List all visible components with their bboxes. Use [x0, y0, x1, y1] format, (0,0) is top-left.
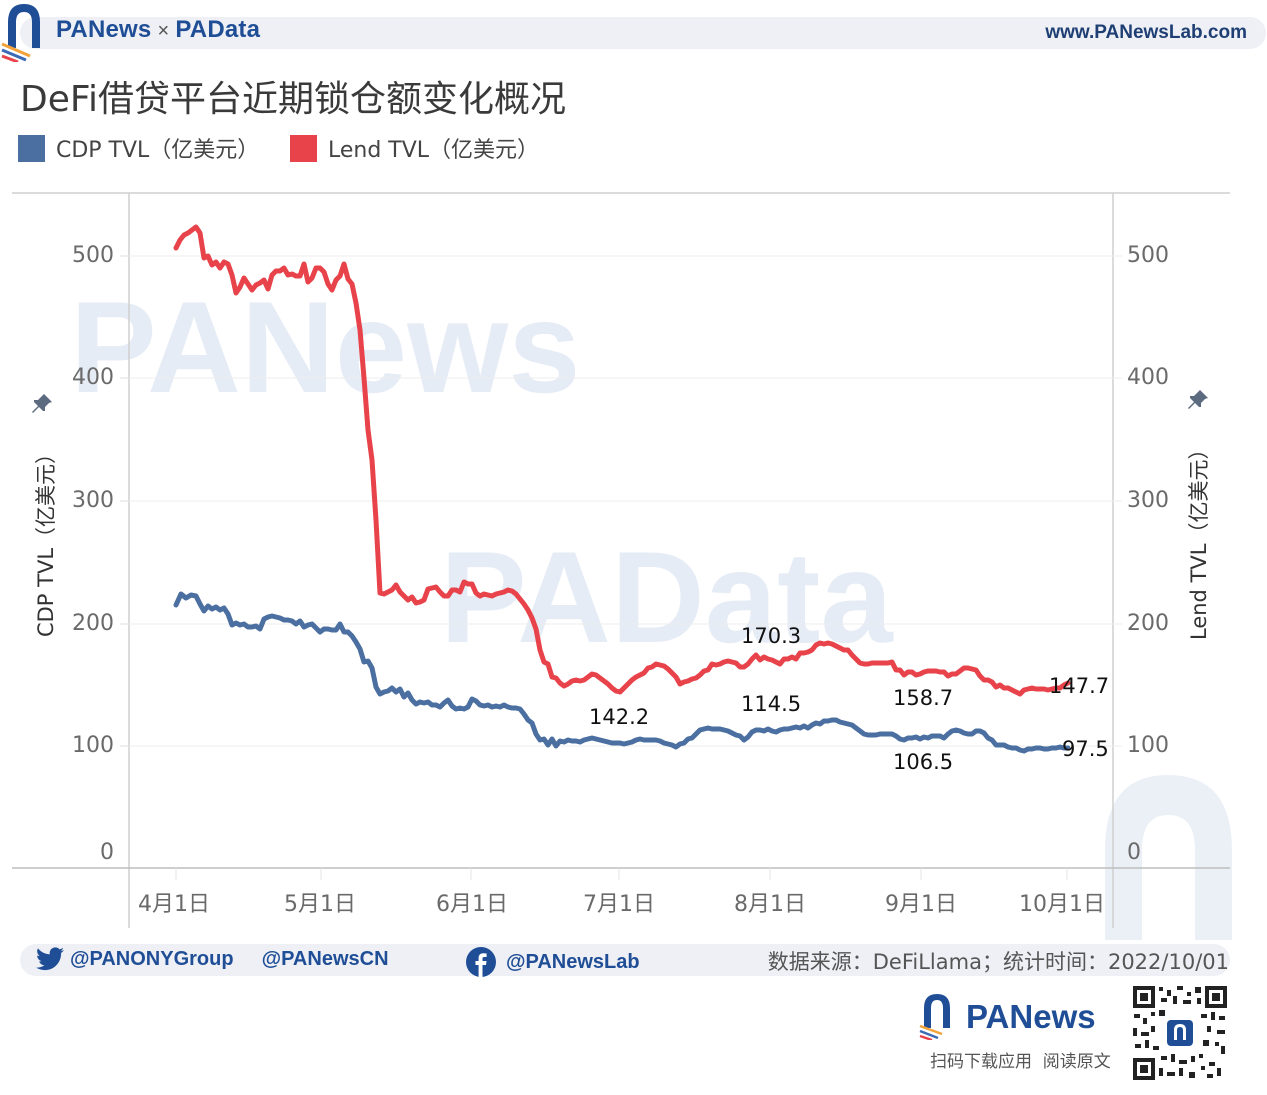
facebook-handle: @PANewsLab: [466, 947, 640, 977]
data-label-lend-sep: 158.7: [893, 686, 954, 710]
left-tick-400: 400: [72, 365, 114, 390]
left-tick-200: 200: [72, 611, 114, 636]
right-axis-title: Lend TVL（亿美元）: [1187, 438, 1211, 640]
legend-swatch-cdp: [18, 134, 45, 162]
svg-text:PAData: PAData: [440, 524, 894, 670]
right-tick-200: 200: [1127, 611, 1169, 636]
series-cdp-line: [173, 591, 1071, 754]
x-tick-oct: 10月1日: [1019, 892, 1105, 917]
twitter-handles: @PANONYGroup @PANewsCN: [36, 947, 389, 971]
twitter-handle-panony[interactable]: @PANONYGroup: [70, 947, 234, 970]
x-tick-jun: 6月1日: [436, 892, 508, 917]
x-tick-may: 5月1日: [284, 892, 356, 917]
header-bar: [20, 17, 1266, 49]
twitter-handle-panewscn[interactable]: @PANewsCN: [261, 947, 389, 970]
data-label-lend-aug: 170.3: [741, 624, 802, 648]
panews-app-logo-icon: [919, 994, 950, 1040]
right-tick-300: 300: [1127, 488, 1169, 513]
watermark-logo: [1105, 775, 1232, 940]
legend-swatch-lend: [290, 134, 317, 162]
brand-title: PANews × PAData: [56, 16, 260, 44]
twitter-icon: [36, 947, 64, 971]
legend-item-lend[interactable]: Lend TVL（亿美元）: [290, 132, 539, 164]
left-axis-title: CDP TVL（亿美元）: [34, 442, 58, 638]
right-tick-0: 0: [1127, 840, 1141, 865]
left-axis-ticks: [120, 255, 129, 747]
facebook-handle-text[interactable]: @PANewsLab: [506, 950, 640, 973]
left-tick-0: 0: [100, 840, 114, 865]
website-link[interactable]: www.PANewsLab.com: [1045, 22, 1247, 43]
left-tick-500: 500: [72, 243, 114, 268]
right-tick-400: 400: [1127, 365, 1169, 390]
watermark-panews: PANews: [70, 274, 581, 420]
legend-label-lend: Lend TVL（亿美元）: [328, 138, 540, 163]
left-tick-300: 300: [72, 488, 114, 513]
legend-item-cdp[interactable]: CDP TVL（亿美元）: [18, 132, 259, 164]
line-chart: PANews PAData: [12, 192, 1232, 940]
qr-code[interactable]: [1131, 984, 1229, 1082]
watermark-padata: PAData: [440, 524, 894, 670]
app-brand-name: PANews: [966, 998, 1096, 1035]
data-label-cdp-oct: 97.5: [1062, 737, 1109, 761]
chart-title: DeFi借贷平台近期锁仓额变化概况: [20, 79, 566, 120]
series-lend-line: [173, 224, 1071, 697]
x-tick-sep: 9月1日: [885, 892, 957, 917]
brand-separator: ×: [157, 20, 170, 42]
data-label-cdp-sep: 106.5: [893, 750, 954, 774]
x-tick-jul: 7月1日: [583, 892, 655, 917]
x-tick-aug: 8月1日: [734, 892, 806, 917]
legend-label-cdp: CDP TVL（亿美元）: [56, 138, 260, 163]
brand-panews: PANews: [56, 16, 152, 43]
panews-logo-icon: [1, 4, 40, 62]
data-label-lend-jul: 142.2: [589, 705, 650, 729]
pin-icon-right[interactable]: [1186, 388, 1210, 412]
svg-text:PANews: PANews: [70, 274, 581, 420]
brand-padata: PAData: [175, 16, 261, 43]
data-label-lend-oct: 147.7: [1049, 674, 1110, 698]
right-tick-100: 100: [1127, 733, 1169, 758]
left-tick-100: 100: [72, 733, 114, 758]
x-tick-apr: 4月1日: [138, 892, 210, 917]
data-label-cdp-aug: 114.5: [741, 692, 802, 716]
right-tick-500: 500: [1127, 243, 1169, 268]
pin-icon-left[interactable]: [30, 392, 54, 416]
data-source-note: 数据来源：DeFiLlama；统计时间：2022/10/01: [767, 950, 1229, 974]
facebook-icon: [466, 947, 496, 977]
footer-bar: [20, 944, 1230, 976]
app-download-caption: 扫码下载应用 阅读原文: [930, 1052, 1111, 1072]
